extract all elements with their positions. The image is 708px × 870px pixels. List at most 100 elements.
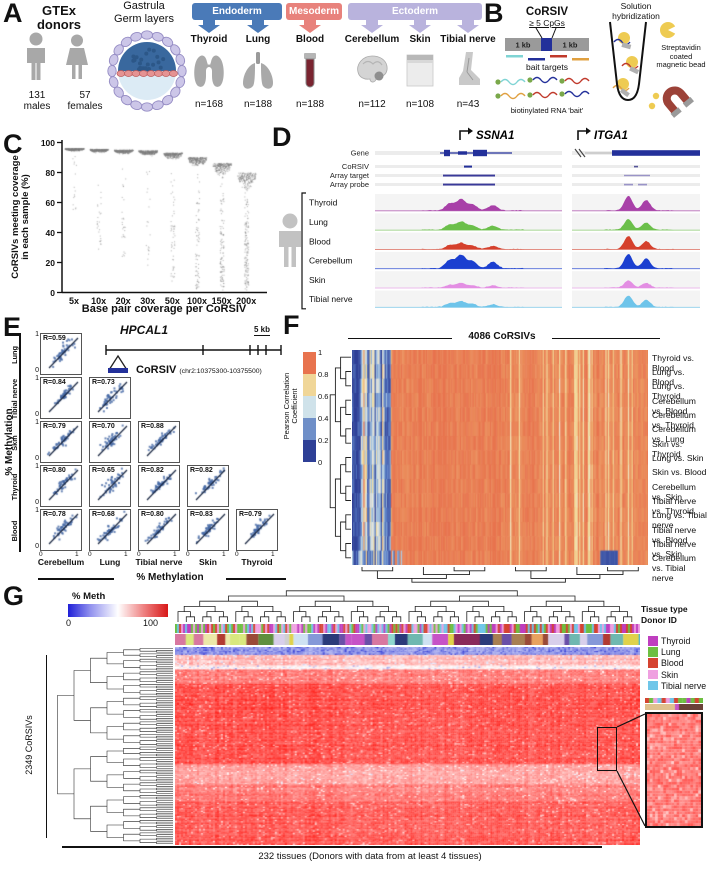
c-ytick-100: 100 bbox=[40, 137, 55, 148]
hpcal1-corsiv-label: CoRSIV (chr2:10375300-10375500) bbox=[136, 364, 262, 376]
panel-b-graphics: 1 kb 1 kb bbox=[495, 21, 694, 118]
matrix-cell-canvas-3-2 bbox=[139, 466, 179, 506]
f-colorbar-tick-3: 0.4 bbox=[318, 414, 329, 423]
track-label-Lung: Lung bbox=[309, 217, 328, 227]
f-row-label-6: Skin vs. Thyroid bbox=[652, 438, 683, 459]
panel-b-label: B bbox=[484, 0, 504, 28]
hpcal1-scale-bar-label: 5 kb bbox=[254, 325, 271, 336]
f-colorbar-seg-3 bbox=[303, 418, 316, 440]
person-icon bbox=[279, 213, 301, 267]
track-label-Thyroid: Thyroid bbox=[309, 198, 338, 208]
lungs-icon bbox=[243, 52, 273, 89]
g-legend-label-0: Thyroid bbox=[661, 636, 691, 646]
f-title-line-right bbox=[552, 338, 660, 340]
g-bar-label-0: Tissue type bbox=[641, 604, 688, 614]
f-row-label-0: Thyroid vs. Blood bbox=[652, 352, 695, 373]
tissue-n-3: n=112 bbox=[358, 99, 386, 110]
f-colorbar-seg-0 bbox=[303, 352, 316, 374]
matrix-cell-canvas-4-1 bbox=[90, 510, 130, 550]
matrix-x-line-right bbox=[226, 578, 286, 580]
tissue-label-4: Skin bbox=[409, 34, 431, 45]
matrix-r-value-4-4: R=0.79 bbox=[239, 511, 262, 518]
matrix-xtick-right-3: 1 bbox=[222, 551, 226, 558]
g-legend-label-2: Blood bbox=[661, 658, 684, 669]
matrix-r-value-1-1: R=0.73 bbox=[92, 379, 115, 386]
tissue-label-5: Tibial nerve bbox=[440, 34, 496, 45]
f-row-label-11: Lung vs. Tibial nerve bbox=[652, 510, 707, 531]
germ-arrow-icon bbox=[361, 20, 383, 33]
c-ytick-20: 20 bbox=[45, 257, 55, 268]
matrix-row-label-4: Blood bbox=[10, 520, 19, 542]
f-row-label-4: Cerebellum vs. Thyroid bbox=[652, 409, 696, 430]
matrix-cell-3-3: R=0.82 bbox=[187, 465, 229, 507]
magnet-icon bbox=[662, 86, 694, 118]
g-bottom-axis-line bbox=[62, 846, 602, 848]
matrix-xtick-right-1: 1 bbox=[124, 551, 128, 558]
f-row-label-14: Cerebellum vs. Tibial nerve bbox=[652, 553, 696, 584]
matrix-r-value-0-0: R=0.59 bbox=[43, 335, 66, 342]
matrix-cell-2-0: R=0.79 bbox=[40, 421, 82, 463]
matrix-cell-2-1: R=0.70 bbox=[89, 421, 131, 463]
matrix-r-value-4-1: R=0.68 bbox=[92, 511, 115, 518]
matrix-ytick-bot-2: 0 bbox=[35, 455, 39, 462]
skin-icon bbox=[406, 54, 434, 87]
male-donor-icon bbox=[27, 32, 45, 80]
matrix-cell-3-1: R=0.65 bbox=[89, 465, 131, 507]
g-inset-donor-bar bbox=[645, 704, 703, 710]
f-colorbar-tick-1: 0.8 bbox=[318, 370, 329, 379]
tissue-n-5: n=43 bbox=[456, 99, 480, 110]
matrix-r-value-4-3: R=0.83 bbox=[190, 511, 213, 518]
matrix-r-value-3-2: R=0.82 bbox=[141, 467, 164, 474]
germ-arrow-icon bbox=[247, 20, 269, 33]
matrix-r-value-4-2: R=0.80 bbox=[141, 511, 164, 518]
g-inset-source-rect bbox=[597, 727, 617, 771]
matrix-ytick-bot-4: 0 bbox=[35, 543, 39, 550]
panel-a-graphics bbox=[194, 20, 480, 89]
matrix-x-axis-label: % Methylation bbox=[136, 572, 204, 583]
g-meth-max: 100 bbox=[143, 618, 159, 628]
matrix-y-axis-line bbox=[19, 333, 21, 552]
gastrula-diagram bbox=[107, 30, 187, 112]
tissue-label-0: Thyroid bbox=[190, 34, 228, 45]
tissue-n-2: n=188 bbox=[295, 99, 325, 110]
panel-c-label: C bbox=[3, 129, 23, 159]
svg-text:1 kb: 1 kb bbox=[562, 41, 577, 50]
annotation-label-2: Array target bbox=[330, 171, 370, 180]
g-inset-zoom-box bbox=[645, 712, 703, 828]
male-donor-count: 131 males bbox=[23, 90, 51, 112]
f-title: 4086 CoRSIVs bbox=[468, 331, 536, 342]
matrix-r-value-3-0: R=0.80 bbox=[43, 467, 66, 474]
g-bar-label-1: Donor ID bbox=[641, 614, 677, 625]
matrix-xtick-right-2: 1 bbox=[173, 551, 177, 558]
f-colorbar-tick-4: 0.2 bbox=[318, 436, 329, 445]
hpcal1-gene-diagram bbox=[105, 345, 282, 373]
germ-arrow-icon bbox=[299, 20, 321, 33]
matrix-cell-canvas-4-4 bbox=[237, 510, 277, 550]
hpcal1-gene-name: HPCAL1 bbox=[120, 323, 169, 337]
panel-f-label: F bbox=[283, 310, 300, 340]
matrix-r-value-2-1: R=0.70 bbox=[92, 423, 115, 430]
matrix-cell-canvas-2-0 bbox=[41, 422, 81, 462]
female-donor-count: 57 females bbox=[67, 90, 103, 112]
matrix-cell-canvas-4-2 bbox=[139, 510, 179, 550]
germ-arrow-icon bbox=[457, 20, 479, 33]
gastrula-title: Gastrula Germ layers bbox=[114, 0, 174, 26]
thyroid-icon bbox=[194, 55, 224, 87]
matrix-x-line-left bbox=[38, 578, 114, 580]
matrix-ytick-top-2: 1 bbox=[35, 419, 39, 426]
tissue-n-0: n=168 bbox=[194, 99, 224, 110]
g-tissue-type-bar bbox=[175, 624, 640, 633]
matrix-cell-4-2: R=0.80 bbox=[138, 509, 180, 551]
matrix-r-value-4-0: R=0.78 bbox=[43, 511, 66, 518]
correlation-heatmap-canvas bbox=[352, 350, 648, 565]
matrix-ytick-top-0: 1 bbox=[35, 331, 39, 338]
g-legend-label-3: Skin bbox=[661, 669, 679, 680]
female-donor-icon bbox=[66, 34, 88, 79]
matrix-xtick-left-0: 0 bbox=[39, 551, 43, 558]
c-xtick-30x: 30x bbox=[140, 296, 156, 306]
annotation-label-3: Array probe bbox=[330, 180, 369, 189]
matrix-r-value-2-0: R=0.79 bbox=[43, 423, 66, 430]
tissue-label-1: Lung bbox=[245, 34, 271, 45]
